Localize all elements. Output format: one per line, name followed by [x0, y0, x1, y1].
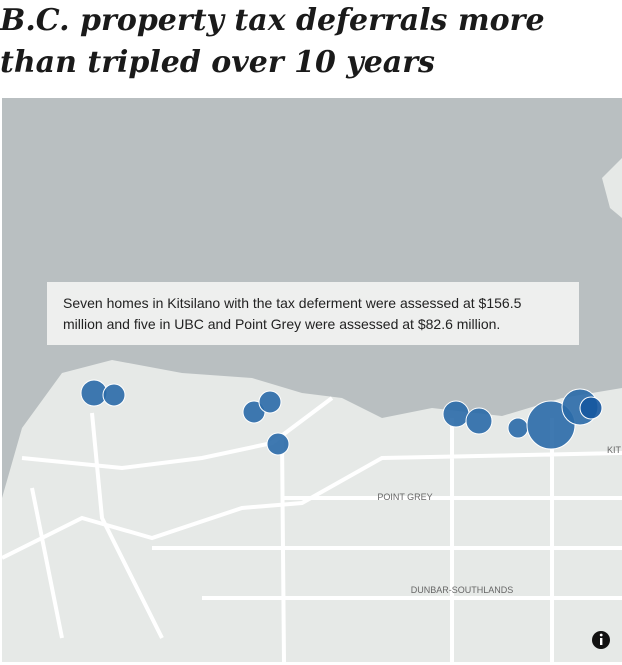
info-icon-dot — [599, 633, 603, 637]
annotation: Seven homes in Kitsilano with the tax de… — [47, 282, 579, 345]
info-icon-stem — [600, 638, 603, 645]
place-label: POINT GREY — [377, 492, 432, 502]
land — [602, 158, 622, 218]
place-label: KIT — [607, 445, 622, 455]
markers — [80, 379, 603, 456]
marker — [258, 390, 282, 414]
marker — [102, 383, 126, 407]
road — [2, 396, 622, 662]
marker — [442, 400, 470, 428]
map: POINT GREY DUNBAR-SOUTHLANDS KIT — [2, 98, 622, 662]
marker — [465, 407, 493, 435]
land — [2, 360, 622, 662]
marker — [579, 396, 603, 420]
marker — [507, 417, 529, 439]
marker — [266, 432, 290, 456]
title: B.C. property tax deferrals more than tr… — [0, 3, 545, 80]
place-label: DUNBAR-SOUTHLANDS — [411, 585, 514, 595]
